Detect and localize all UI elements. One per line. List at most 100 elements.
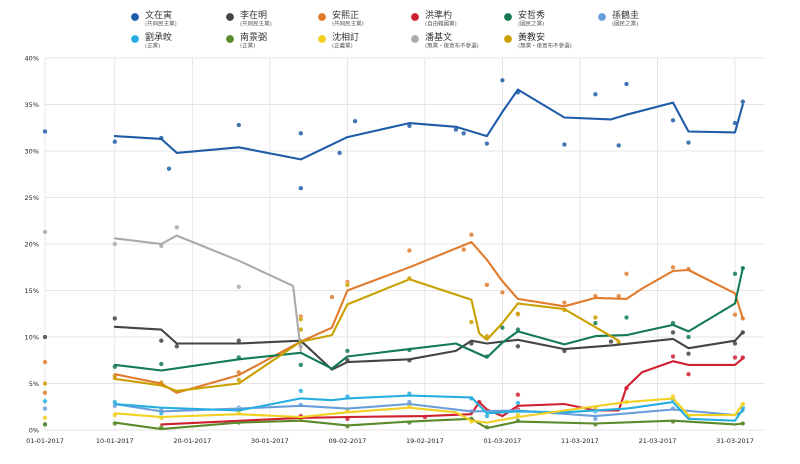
data-point [685, 371, 692, 377]
data-point [174, 343, 180, 349]
data-point [623, 314, 630, 321]
series-line [113, 417, 744, 431]
data-point [670, 117, 676, 123]
data-point [236, 284, 242, 290]
data-point [336, 150, 343, 156]
y-tick-label: 5% [29, 380, 39, 388]
data-point [670, 353, 676, 360]
data-point [461, 246, 467, 253]
legend-party: (正義黨) [332, 42, 353, 50]
legend-label: 潘基文 [425, 31, 452, 43]
x-tick-label: 30-01-2017 [251, 437, 289, 445]
legend-party: (國民之黨) [518, 20, 544, 28]
legend-marker [503, 34, 513, 44]
data-point [344, 348, 351, 354]
legend-marker [225, 12, 235, 22]
legend-party: (無黨・後宣布不參選) [425, 42, 479, 50]
legend-label: 李在明 [240, 9, 267, 21]
data-point [352, 118, 358, 124]
legend-party: (共同民主黨) [332, 20, 364, 28]
series-line [160, 357, 744, 426]
y-tick-label: 40% [25, 55, 39, 63]
legend: 文在寅(共同民主黨)李在明(共同民主黨)安熙正(共同民主黨)洪準杓(自由韓國黨)… [130, 9, 639, 50]
y-tick-label: 0% [29, 427, 39, 435]
legend-label: 安熙正 [332, 9, 359, 21]
data-point [298, 185, 304, 191]
y-tick-label: 10% [25, 334, 39, 342]
data-point [515, 311, 521, 317]
x-tick-label: 01-01-2017 [26, 437, 64, 445]
legend-label: 文在寅 [145, 9, 172, 21]
axes: 0% 5% 10% 15% 20% 25% 30% 35% 40% 01-01-2017 10-01… [25, 55, 754, 446]
series-line [113, 278, 620, 392]
y-tick-label: 15% [25, 287, 39, 295]
data-point [484, 140, 490, 147]
data-point [42, 390, 48, 396]
legend-marker [317, 34, 327, 44]
data-point [468, 319, 475, 325]
x-tick-label: 09-02-2017 [328, 437, 366, 445]
legend-marker [225, 34, 235, 44]
y-tick-label: 20% [25, 241, 39, 249]
data-point [561, 299, 568, 306]
data-point [732, 312, 738, 318]
legend-marker [410, 34, 420, 44]
data-point [236, 122, 242, 128]
data-point [592, 91, 599, 97]
legend-party: (無黨・後宣布不參選) [518, 42, 572, 50]
series-line [113, 394, 744, 422]
series-line [113, 397, 744, 424]
data-point [329, 294, 335, 300]
series-line [113, 267, 744, 372]
x-tick-label: 20-01-2017 [173, 437, 211, 445]
legend-party: (正黨) [240, 42, 255, 50]
series-layer [42, 77, 746, 431]
series-line [113, 88, 744, 161]
grid [44, 57, 765, 431]
x-tick-label: 19-02-2017 [406, 437, 444, 445]
data-point [298, 388, 304, 394]
data-point [670, 264, 676, 270]
data-point [42, 415, 48, 421]
x-tick-label: 10-01-2017 [96, 437, 134, 445]
data-point [685, 139, 692, 146]
data-point [592, 320, 599, 326]
data-point [499, 289, 506, 296]
data-point [623, 271, 630, 277]
data-point [174, 224, 180, 230]
data-point [461, 130, 467, 136]
data-point [158, 338, 164, 344]
data-point [42, 398, 48, 404]
x-tick-label: 31-03-2017 [716, 437, 754, 445]
data-point [298, 362, 304, 368]
legend-marker [410, 12, 420, 22]
legend-marker [317, 12, 327, 22]
data-point [740, 99, 746, 105]
legend-party: (共同民主黨) [240, 20, 272, 28]
data-point [561, 141, 568, 148]
legend-party: (國民之黨) [612, 20, 638, 28]
data-point [468, 232, 475, 238]
data-point [42, 359, 48, 365]
data-point [732, 271, 738, 277]
legend-label: 沈相訂 [332, 31, 359, 43]
y-tick-label: 25% [25, 194, 39, 202]
x-tick-label: 21-03-2017 [639, 437, 677, 445]
data-point [42, 128, 48, 135]
series-line [113, 325, 744, 371]
data-point [499, 325, 506, 331]
legend-label: 孫鶴圭 [612, 9, 639, 21]
data-point [608, 338, 614, 345]
data-point [42, 405, 48, 412]
legend-party: (正黨) [145, 42, 160, 50]
data-point [166, 166, 172, 172]
legend-label: 南景弼 [240, 31, 267, 43]
legend-party: (共同民主黨) [145, 20, 177, 28]
data-point [344, 282, 351, 288]
data-point [236, 377, 242, 383]
legend-party: (自由韓國黨) [425, 20, 457, 28]
data-point [42, 380, 48, 387]
y-tick-label: 30% [25, 148, 39, 156]
data-point [623, 81, 630, 87]
